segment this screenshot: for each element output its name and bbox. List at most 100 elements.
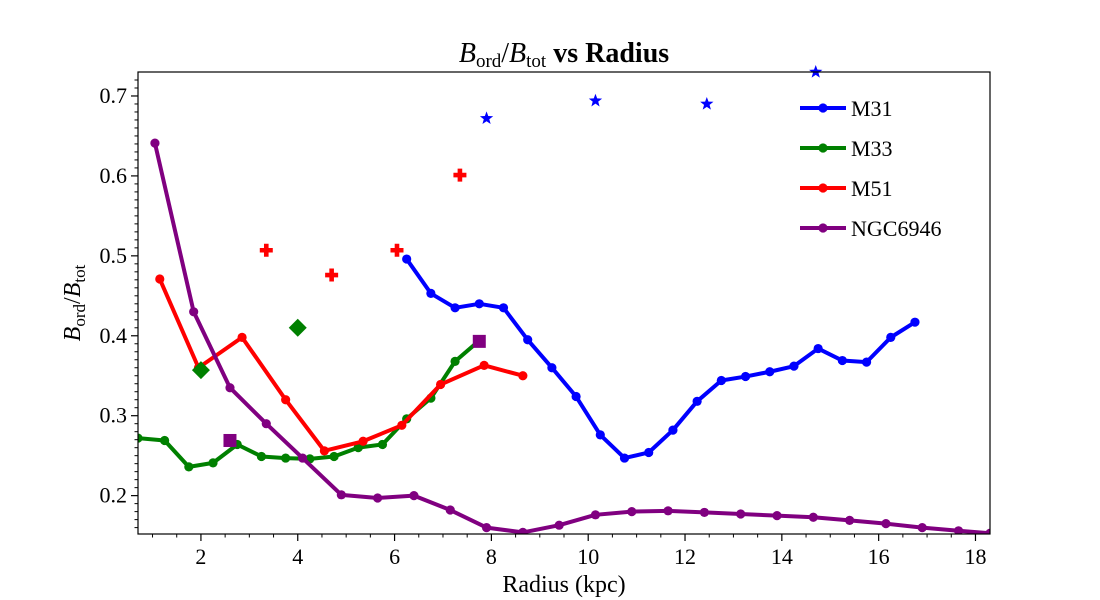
data-point-m51 (397, 420, 407, 430)
data-point-ngc6946 (627, 507, 637, 517)
extra-point-m51 (453, 168, 467, 182)
extra-point-m33 (288, 318, 307, 337)
data-point-m31 (619, 453, 630, 463)
data-point-ngc6946 (699, 507, 709, 518)
data-point-m31 (789, 361, 799, 371)
data-point-m31 (595, 430, 605, 440)
data-point-m33 (138, 433, 143, 443)
x-tick-label: 6 (389, 544, 400, 569)
y-tick-label: 0.2 (100, 483, 128, 508)
y-tick-label: 0.5 (100, 243, 128, 268)
data-point-m31 (740, 371, 751, 382)
data-point-m33 (329, 451, 339, 462)
data-point-m31 (886, 332, 896, 342)
series-line-m51 (157, 278, 524, 453)
extra-point-m31 (809, 65, 823, 78)
data-point-m33 (377, 439, 388, 450)
data-point-ngc6946 (590, 510, 601, 520)
legend-label-ngc6946: NGC6946 (851, 216, 941, 241)
data-point-m51 (479, 360, 489, 370)
data-point-m51 (237, 332, 247, 342)
y-tick-label: 0.4 (100, 323, 128, 348)
x-tick-label: 8 (486, 544, 497, 569)
data-point-ngc6946 (881, 519, 891, 529)
data-point-ngc6946 (917, 523, 927, 533)
chart-title: Bord/Btot vs Radius (459, 38, 669, 72)
extra-point-m31 (700, 96, 714, 110)
data-point-m33 (184, 462, 194, 472)
data-point-m31 (837, 355, 847, 366)
data-point-ngc6946 (808, 512, 818, 522)
data-point-m31 (523, 335, 533, 345)
x-tick-label: 10 (577, 544, 599, 569)
extra-point-ngc6946 (223, 433, 237, 447)
data-point-m33 (450, 356, 460, 366)
data-point-ngc6946 (297, 453, 308, 463)
data-point-m31 (668, 425, 678, 435)
x-tick-label: 4 (292, 544, 303, 569)
data-point-m31 (765, 367, 775, 377)
data-point-ngc6946 (150, 138, 160, 148)
data-point-m33 (160, 435, 170, 446)
data-point-m33 (208, 458, 218, 468)
extra-point-m31 (588, 93, 603, 107)
legend-label-m51: M51 (851, 176, 893, 201)
extra-point-m33 (191, 361, 210, 380)
legend-label-m33: M33 (851, 136, 893, 161)
data-point-ngc6946 (373, 493, 383, 503)
legend-marker-m31 (818, 103, 828, 113)
data-point-ngc6946 (261, 419, 271, 429)
data-point-m51 (358, 436, 368, 446)
data-point-ngc6946 (445, 505, 455, 515)
series-line-m33 (138, 339, 481, 469)
data-point-m31 (426, 288, 436, 299)
legend-marker-m51 (818, 183, 828, 193)
legend: M31 M33 M51 NGC6946 (800, 96, 941, 241)
data-point-ngc6946 (845, 515, 855, 526)
data-point-m31 (571, 391, 581, 402)
data-point-m31 (644, 447, 654, 458)
y-tick-label: 0.6 (100, 163, 128, 188)
data-point-m31 (716, 375, 726, 386)
data-point-m33 (256, 451, 267, 462)
data-point-m31 (813, 343, 823, 354)
plot-frame (137, 71, 991, 535)
data-point-m51 (518, 371, 528, 381)
x-tick-label: 12 (674, 544, 696, 569)
data-point-m51 (281, 395, 291, 405)
x-tick-label: 14 (771, 544, 793, 569)
y-tick-label: 0.7 (100, 83, 128, 108)
data-point-ngc6946 (953, 526, 964, 534)
data-point-m51 (435, 379, 446, 390)
data-point-m31 (498, 303, 509, 313)
x-tick-label: 2 (195, 544, 206, 569)
series-group (138, 138, 990, 534)
data-point-ngc6946 (409, 491, 419, 501)
data-point-ngc6946 (225, 383, 235, 393)
series-line-m31 (405, 257, 917, 461)
data-point-ngc6946 (736, 509, 746, 519)
extra-point-m51 (390, 243, 404, 257)
legend-label-m31: M31 (851, 96, 893, 121)
data-point-m33 (281, 453, 291, 463)
data-point-m31 (474, 299, 484, 309)
data-point-m31 (692, 396, 702, 406)
x-tick-label: 18 (964, 544, 986, 569)
extra-point-m31 (479, 111, 494, 125)
series-line-ngc6946 (152, 142, 990, 534)
data-point-m51 (319, 446, 329, 456)
data-point-ngc6946 (189, 307, 199, 317)
data-point-ngc6946 (336, 490, 346, 500)
plot-area (138, 65, 990, 534)
data-point-m31 (861, 357, 872, 367)
data-point-m31 (547, 363, 557, 373)
legend-marker-ngc6946 (818, 223, 828, 233)
y-tick-label: 0.3 (100, 403, 128, 428)
extra-point-m51 (325, 268, 339, 282)
data-point-ngc6946 (518, 527, 528, 534)
legend-marker-m33 (818, 143, 828, 153)
data-point-ngc6946 (985, 528, 990, 534)
data-point-m51 (155, 274, 165, 284)
data-point-m31 (450, 303, 460, 313)
